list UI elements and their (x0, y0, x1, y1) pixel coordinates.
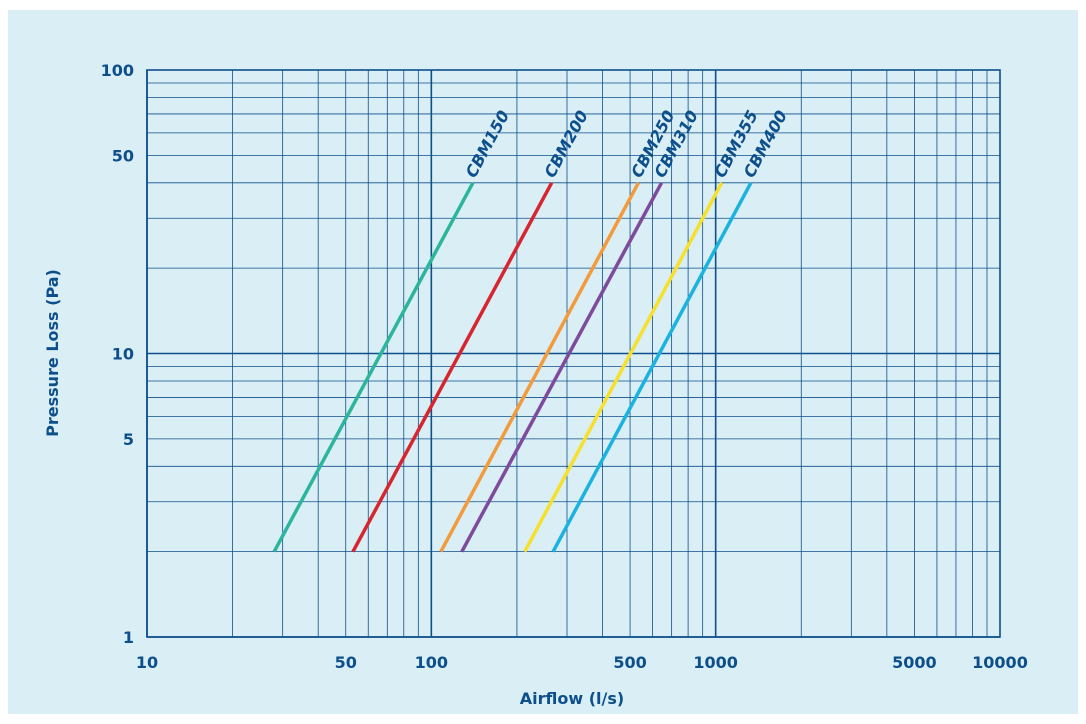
series-label-cbm200: CBM200 (540, 107, 591, 181)
series-line-cbm355 (523, 181, 724, 553)
series-line-cbm200 (351, 181, 554, 553)
y-tick-label: 50 (112, 146, 134, 165)
y-axis-label: Pressure Loss (Pa) (43, 269, 62, 437)
series-line-cbm310 (460, 181, 664, 553)
x-tick-label: 10 (136, 653, 158, 672)
plot-border (146, 69, 1001, 638)
y-tick-label: 5 (123, 430, 134, 449)
x-tick-label: 500 (613, 653, 646, 672)
y-tick-label: 100 (101, 61, 134, 80)
x-tick-label: 100 (415, 653, 448, 672)
series-line-cbm400 (551, 181, 753, 553)
y-tick-label: 10 (112, 345, 134, 364)
x-tick-label: 10000 (972, 653, 1028, 672)
x-tick-labels: 10 50 100 500 1000 5000 10000 (136, 653, 1028, 672)
y-tick-labels: 1 5 10 50 100 (101, 61, 134, 647)
series-line-cbm150 (272, 181, 475, 553)
x-tick-label: 5000 (892, 653, 937, 672)
y-tick-label: 1 (123, 628, 134, 647)
x-tick-label: 1000 (693, 653, 738, 672)
x-tick-label: 50 (335, 653, 357, 672)
x-axis-label: Airflow (l/s) (520, 689, 624, 708)
series-line-cbm250 (439, 181, 640, 553)
plot-frame (146, 69, 1001, 638)
series-label-cbm150: CBM150 (462, 107, 513, 181)
